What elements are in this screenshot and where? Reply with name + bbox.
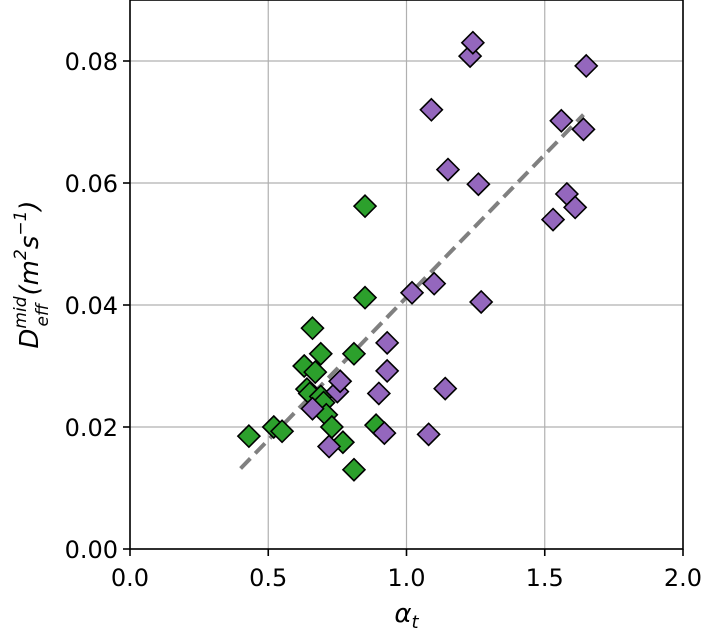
purple-diamond-point <box>574 53 599 79</box>
purple-diamond-point <box>375 330 400 355</box>
purple-diamond-point <box>563 195 588 220</box>
green-diamond-point <box>300 316 325 341</box>
purple-diamond-point <box>466 172 491 197</box>
purple-diamond-point <box>375 358 400 384</box>
y-axis-label-units-close: ) <box>15 200 45 212</box>
y-tick-label: 0.04 <box>65 292 118 320</box>
purple-diamond-point <box>300 396 325 421</box>
purple-diamond-point <box>328 369 353 394</box>
purple-diamond-point <box>571 117 596 142</box>
fit-line-layer <box>239 113 585 470</box>
purple-diamond-point <box>433 376 458 401</box>
purple-diamond-point <box>435 157 461 182</box>
trend-line <box>239 113 585 470</box>
purple-diamond-point <box>422 271 447 296</box>
y-axis-label-main: D <box>15 329 45 349</box>
y-axis-label-units-open: (m <box>15 260 45 304</box>
purple-diamond-point <box>540 207 566 232</box>
y-axis-label-sup: mid <box>11 296 31 328</box>
y-axis-label: Dmid eff (m2s−1) <box>11 200 53 348</box>
y-tick-label: 0.02 <box>65 414 118 442</box>
green-diamond-point <box>269 419 295 444</box>
y-axis-label-units-sup2: −1 <box>11 211 31 236</box>
y-axis-label-units-sup1: 2 <box>11 249 31 260</box>
green-diamond-point <box>352 194 378 219</box>
purple-diamond-point <box>460 30 485 55</box>
x-axis-label-main: α <box>394 599 411 629</box>
green-diamond-point <box>303 359 328 385</box>
green-diamond-point <box>341 457 367 482</box>
x-tick-label: 2.0 <box>664 564 702 592</box>
y-tick-label: 0.06 <box>65 170 118 198</box>
ticks: 0.0 0.5 1.0 1.5 2.0 0.00 0.02 0.04 0.06 0.08 <box>65 48 703 592</box>
y-tick-label: 0.08 <box>65 48 118 76</box>
x-tick-label: 0.5 <box>249 564 287 592</box>
y-axis-label-units-mid: s <box>15 236 45 250</box>
purple-diamond-point <box>469 289 494 315</box>
y-axis-label-sub: eff <box>33 302 53 326</box>
y-tick-label: 0.00 <box>65 536 118 564</box>
grid <box>129 0 684 550</box>
x-tick-label: 1.0 <box>387 564 425 592</box>
purple-diamond-point <box>399 280 425 305</box>
purple-diamond-point <box>316 434 342 459</box>
green-diamond-point <box>352 285 378 310</box>
purple-diamond-point <box>372 420 397 446</box>
x-tick-label: 1.5 <box>526 564 564 592</box>
green-diamond-point <box>236 424 262 449</box>
purple-diamond-point <box>549 108 574 133</box>
x-tick-label: 0.0 <box>111 564 149 592</box>
x-axis-label: αt <box>394 599 419 631</box>
x-axis-label-sub: t <box>412 612 420 631</box>
purple-diamond-point <box>416 422 441 447</box>
markers <box>236 30 599 482</box>
purple-diamond-point <box>419 97 444 122</box>
green-diamond-point <box>341 341 367 366</box>
purple-diamond-point <box>366 381 391 406</box>
green-diamond-point <box>308 341 333 366</box>
